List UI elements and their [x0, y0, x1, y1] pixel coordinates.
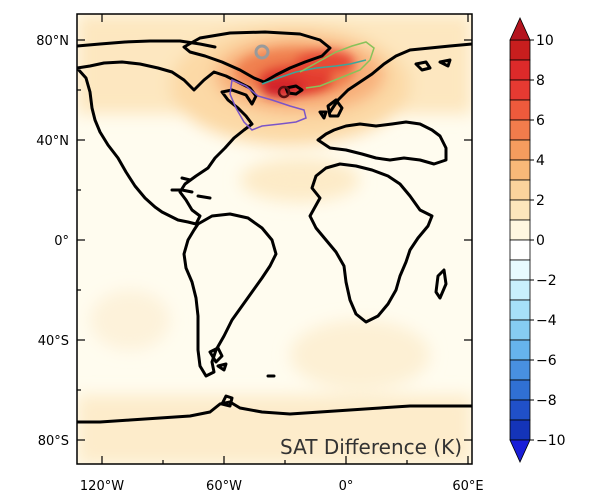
coast-greenland [182, 30, 332, 84]
sea-ice-contours [229, 41, 375, 131]
colorbar-segment [509, 159, 531, 181]
colorbar-label: 0 [536, 233, 545, 249]
colorbar-segment [509, 399, 531, 421]
colorbar-label: 8 [536, 73, 545, 89]
colorbar-label: −8 [536, 393, 557, 409]
coast-africa [308, 162, 434, 324]
colorbar-segment [509, 379, 531, 401]
colorbar-segment [509, 179, 531, 201]
sea-ice-line-purple [229, 78, 307, 131]
lon-label-60e: 60°E [452, 479, 483, 494]
coast-south-america-tip [208, 346, 228, 372]
lon-label-60w: 60°W [206, 479, 242, 494]
colorbar-label: −10 [536, 433, 566, 449]
colorbar-label: −4 [536, 313, 557, 329]
colorbar-segment [509, 139, 531, 161]
warm-atlantic-tongue [240, 158, 360, 202]
coast-north-america [77, 60, 258, 226]
axis-ticks [77, 14, 472, 464]
coast-scandinavia [328, 42, 472, 114]
colorbar-segment [509, 39, 531, 61]
colorbar-segment [509, 219, 531, 241]
lat-label-40n: 40°N [36, 134, 69, 149]
colorbar: 10 8 6 4 2 0 −2 −4 −6 −8 −10 [509, 17, 566, 463]
colorbar-segment [509, 339, 531, 361]
colorbar-segment [509, 239, 531, 261]
colorbar-label: 2 [536, 193, 545, 209]
colorbar-segment [509, 359, 531, 381]
coast-caribbean [170, 176, 212, 200]
colorbar-label: −6 [536, 353, 557, 369]
map-title: SAT Difference (K) [280, 435, 462, 459]
colorbar-segment [509, 199, 531, 221]
colorbar-segment [509, 119, 531, 141]
colorbar-max-arrow [509, 17, 531, 41]
colorbar-segment [509, 319, 531, 341]
lon-label-120w: 120°W [80, 479, 124, 494]
colorbar-label: 6 [536, 113, 545, 129]
colorbar-segment [509, 79, 531, 101]
marker-gray-circle [254, 44, 270, 60]
plot-frame [76, 13, 473, 465]
warm-patch-pacific [90, 290, 170, 350]
coast-europe [316, 120, 448, 166]
colorbar-min-arrow [509, 439, 531, 463]
marker-dark-circle [277, 85, 291, 99]
colorbar-label: 4 [536, 153, 545, 169]
coast-arctic-north-america [77, 39, 217, 49]
colorbar-label: −2 [536, 273, 557, 289]
sea-ice-line-teal [261, 59, 367, 85]
coast-antarctic-peninsula [220, 394, 234, 408]
colorbar-label: 10 [536, 33, 554, 49]
colorbar-segment [509, 299, 531, 321]
coastlines [77, 30, 472, 424]
colorbar-segment [509, 419, 531, 441]
lat-label-0: 0° [54, 234, 69, 249]
lat-label-80n: 80°N [36, 34, 69, 49]
coast-british-isles [318, 98, 344, 120]
colorbar-segment [509, 59, 531, 81]
lat-label-40s: 40°S [38, 334, 69, 349]
lon-label-0: 0° [339, 479, 354, 494]
coast-madagascar [434, 268, 448, 300]
colorbar-segment [509, 279, 531, 301]
lat-label-80s: 80°S [38, 434, 69, 449]
colorbar-segment [509, 99, 531, 121]
sea-ice-line-green [299, 41, 375, 89]
colorbar-segment [509, 259, 531, 281]
coast-svalbard [414, 58, 452, 72]
hot-core-east [295, 50, 355, 74]
warm-patch-south [290, 320, 430, 390]
coast-antarctica [77, 400, 472, 424]
coast-iceland [284, 84, 304, 96]
